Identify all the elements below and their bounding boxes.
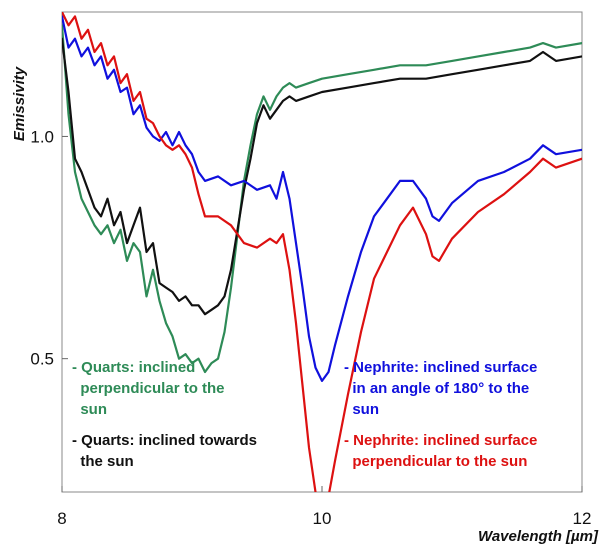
series-line-3 (62, 15, 582, 382)
y-tick-label: 1.0 (30, 127, 54, 146)
y-axis-title: Emissivity (11, 66, 28, 141)
series-lines (62, 12, 582, 492)
x-tick-label: 12 (573, 509, 592, 528)
x-tick-label: 10 (313, 509, 332, 528)
legend-quarts-perpendicular: - Quarts: inclined perpendicular to the … (72, 359, 225, 418)
x-tick-label: 8 (57, 509, 66, 528)
y-tick-label: 0.5 (30, 350, 54, 369)
tick-labels: 8 10 12 0.5 1.0 (30, 127, 591, 528)
tick-marks (61, 135, 583, 492)
legend-nephrite-perpendicular: - Nephrite: inclined surface perpendicul… (344, 432, 538, 470)
legend-nephrite-180: - Nephrite: inclined surface in an angle… (344, 359, 538, 418)
series-line-2 (62, 37, 582, 316)
series-line-1 (62, 24, 582, 374)
x-axis-title: Wavelength [µm] (478, 528, 599, 545)
legend-quarts-towards: - Quarts: inclined towards the sun (72, 432, 258, 470)
series-line-4 (62, 12, 582, 492)
